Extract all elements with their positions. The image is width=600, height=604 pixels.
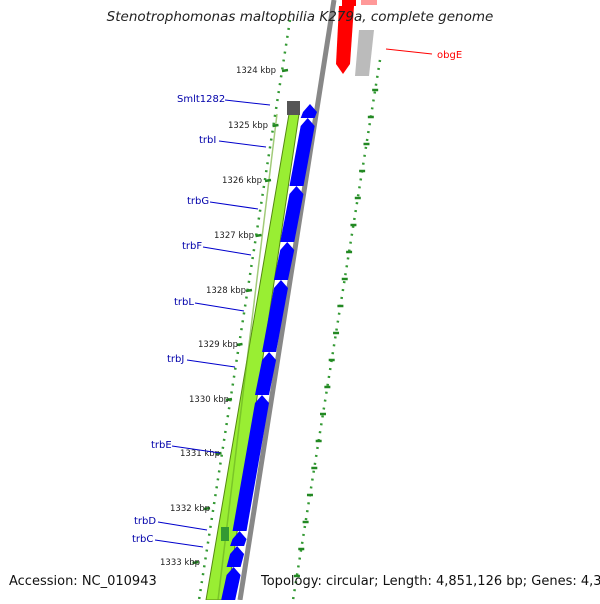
gene-leader-line — [157, 521, 208, 531]
tick-mark — [192, 560, 199, 565]
accession-text: Accession: NC_010943 — [9, 574, 157, 589]
gene-obge-shadow — [355, 30, 374, 76]
tick-mark — [245, 288, 253, 293]
gene-obge-arrow — [336, 6, 354, 74]
tick-label: 1328 kbp — [206, 286, 246, 296]
gene-leader-line — [209, 201, 259, 210]
gene-top-pink — [361, 0, 377, 5]
gene-leader-line — [218, 140, 267, 148]
gc-divider — [217, 113, 278, 601]
gene-arrow — [254, 352, 277, 395]
scale-track-outer — [291, 59, 382, 601]
gene-arrow — [232, 395, 269, 531]
gene-arrow — [280, 186, 304, 242]
tick-label: 1331 kbp — [180, 449, 220, 459]
tick-mark — [255, 233, 262, 238]
gene-arrow — [273, 242, 295, 280]
scale-ticks: 1324 kbp 1325 kbp 1326 kbp 1327 kbp 1328 kbp… — [160, 66, 379, 578]
tick-mark — [281, 68, 289, 73]
tick-label: 1325 kbp — [228, 121, 268, 131]
tick-label: 1332 kbp — [170, 504, 210, 514]
gene-leader-line — [171, 445, 221, 454]
gene-arrow — [226, 546, 245, 567]
gene-arrow — [289, 118, 315, 186]
gene-label: trbC — [132, 534, 153, 545]
genome-summary-text: Topology: circular; Length: 4,851,126 bp… — [261, 574, 600, 589]
scale-track-inner — [197, 19, 292, 601]
tick-label: 1330 kbp — [189, 395, 229, 405]
tick-mark — [236, 342, 243, 347]
obge-leader-line — [385, 48, 433, 55]
gene-labels: Smlt1282 trbI trbG trbF trbL trbJ trbE trbD trbC… — [132, 48, 462, 548]
gene-label: trbG — [187, 196, 209, 207]
tick-label: 1324 kbp — [236, 66, 276, 76]
gene-leader-line — [154, 539, 204, 548]
gene-label: trbD — [134, 516, 156, 527]
gene-arrow — [230, 531, 247, 546]
tick-label: 1326 kbp — [222, 176, 262, 186]
gene-label: Smlt1282 — [177, 94, 225, 105]
gene-smlt1282-segment — [287, 101, 300, 115]
gene-label: trbE — [151, 440, 172, 451]
tick-label: 1329 kbp — [198, 340, 238, 350]
gene-top-red — [342, 0, 356, 6]
gene-label: trbF — [182, 241, 202, 252]
gene-label-obge: obgE — [437, 50, 462, 61]
tick-mark — [264, 178, 272, 183]
gene-label: trbJ — [167, 354, 184, 365]
tick-mark — [203, 506, 211, 511]
gene-trbd-segment — [221, 527, 229, 541]
gene-leader-line — [224, 99, 271, 106]
forward-genes-track — [221, 104, 317, 600]
tick-mark — [225, 397, 233, 402]
tick-label: 1327 kbp — [214, 231, 254, 241]
gene-leader-line — [186, 359, 236, 368]
gene-arrow — [300, 104, 317, 118]
gene-label: trbL — [174, 297, 194, 308]
backbone-line — [237, 0, 337, 601]
tick-label: 1333 kbp — [160, 558, 200, 568]
gene-label: trbI — [199, 135, 216, 146]
gene-leader-line — [202, 246, 252, 256]
gene-arrow — [221, 567, 241, 600]
tick-mark — [272, 123, 279, 128]
tick-mark — [215, 451, 222, 456]
gene-arrow — [262, 280, 288, 352]
gene-leader-line — [194, 302, 245, 312]
map-title: Stenotrophomonas maltophilia K279a, comp… — [106, 9, 494, 25]
